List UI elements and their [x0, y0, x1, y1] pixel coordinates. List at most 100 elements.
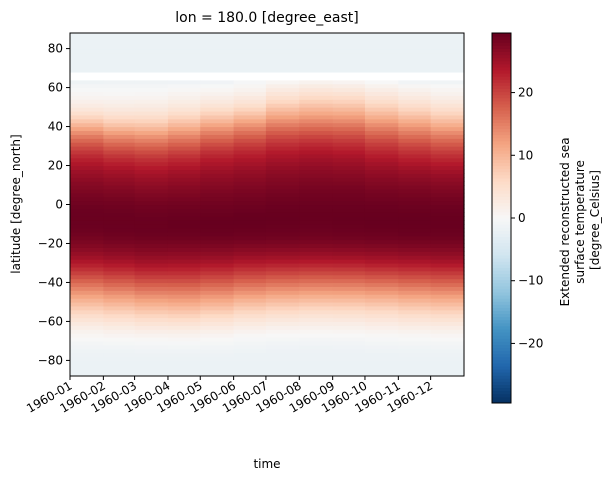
heatmap-cell: [332, 348, 366, 354]
heatmap-cell: [332, 286, 366, 291]
heatmap-cell: [233, 227, 267, 233]
colorbar-swatch: [492, 335, 511, 339]
heatmap-cell: [103, 372, 136, 377]
heatmap-cell: [299, 157, 334, 163]
heatmap-cell: [364, 177, 399, 182]
heatmap-cell: [398, 337, 432, 342]
heatmap-cell: [167, 87, 201, 93]
heatmap-cell: [200, 251, 235, 256]
heatmap-cell: [70, 192, 104, 198]
heatmap-cell: [70, 262, 104, 268]
heatmap-cell: [200, 196, 235, 202]
x-axis: 1960-011960-021960-031960-041960-051960-…: [24, 376, 435, 416]
heatmap-cell: [103, 262, 136, 268]
heatmap-cell: [332, 208, 366, 213]
heatmap-cell: [398, 134, 432, 139]
heatmap-cell: [233, 204, 267, 209]
heatmap-cell: [332, 64, 366, 69]
heatmap-cell: [398, 262, 432, 268]
heatmap-cell: [430, 247, 465, 252]
colorbar-swatch: [492, 224, 511, 228]
heatmap-cell: [398, 64, 432, 69]
heatmap-cell: [332, 134, 366, 139]
heatmap-cell: [200, 372, 235, 377]
heatmap-cell: [332, 192, 366, 198]
heatmap-cell: [398, 235, 432, 241]
heatmap-cell: [265, 340, 300, 346]
heatmap-cell: [70, 173, 104, 178]
heatmap-cell: [103, 169, 136, 174]
colorbar-swatch: [492, 94, 511, 99]
heatmap-cell: [332, 278, 366, 284]
heatmap-cell: [398, 204, 432, 209]
heatmap-cell: [332, 239, 366, 245]
heatmap-cell: [134, 313, 169, 319]
heatmap-cell: [398, 146, 432, 151]
heatmap-cell: [167, 110, 201, 116]
heatmap-cell: [70, 44, 104, 50]
heatmap-cell: [134, 87, 169, 93]
heatmap-cell: [167, 282, 201, 287]
heatmap-cell: [70, 64, 104, 69]
heatmap-cell: [200, 348, 235, 354]
heatmap-cell: [299, 356, 334, 362]
colorbar-swatch: [492, 255, 511, 259]
heatmap-cell: [332, 290, 366, 295]
heatmap-cell: [134, 149, 169, 155]
heatmap-cell: [200, 247, 235, 252]
heatmap-cell: [103, 95, 136, 100]
heatmap-cell: [167, 126, 201, 132]
colorbar-swatch: [492, 356, 511, 361]
heatmap-cell: [200, 298, 235, 303]
heatmap-cell: [364, 188, 399, 194]
heatmap-cell: [430, 223, 465, 229]
heatmap-cell: [134, 216, 169, 221]
heatmap-cell: [233, 68, 267, 73]
heatmap-cell: [332, 149, 366, 155]
heatmap-cell: [233, 266, 267, 272]
colorbar-swatch: [492, 211, 511, 216]
heatmap-cell: [103, 149, 136, 155]
heatmap-cell: [364, 56, 399, 61]
heatmap-cell: [332, 118, 366, 124]
heatmap-cell: [398, 298, 432, 303]
heatmap-cell: [332, 255, 366, 260]
heatmap-cells: [70, 33, 465, 377]
heatmap-cell: [299, 87, 334, 93]
heatmap-cell: [200, 71, 235, 77]
heatmap-cell: [200, 44, 235, 50]
heatmap-cell: [70, 153, 104, 159]
heatmap-cell: [299, 278, 334, 284]
heatmap-cell: [299, 251, 334, 256]
heatmap-cell: [265, 126, 300, 132]
heatmap-cell: [103, 274, 136, 280]
heatmap-cell: [332, 301, 366, 307]
heatmap-cell: [167, 305, 201, 311]
heatmap-cell: [233, 71, 267, 77]
heatmap-cell: [398, 352, 432, 358]
colorbar-tick-label: 20: [518, 86, 533, 100]
heatmap-cell: [265, 348, 300, 354]
heatmap-cell: [200, 344, 235, 350]
colorbar-swatch: [492, 295, 511, 299]
colorbar-swatch: [492, 36, 511, 40]
heatmap-cell: [398, 142, 432, 147]
heatmap-cell: [430, 149, 465, 155]
heatmap-cell: [332, 251, 366, 256]
heatmap-cell: [233, 259, 267, 264]
heatmap-cell: [134, 192, 169, 198]
heatmap-cell: [167, 165, 201, 171]
heatmap-cell: [430, 286, 465, 291]
heatmap-cell: [398, 79, 432, 85]
heatmap-cell: [103, 290, 136, 295]
heatmap-cell: [299, 266, 334, 272]
heatmap-cell: [430, 352, 465, 358]
heatmap-cell: [70, 372, 104, 377]
heatmap-cell: [299, 333, 334, 338]
heatmap-cell: [200, 223, 235, 229]
heatmap-cell: [134, 309, 169, 315]
heatmap-cell: [430, 134, 465, 139]
colorbar-swatch: [492, 63, 511, 68]
heatmap-cell: [332, 204, 366, 209]
heatmap-cell: [134, 305, 169, 311]
